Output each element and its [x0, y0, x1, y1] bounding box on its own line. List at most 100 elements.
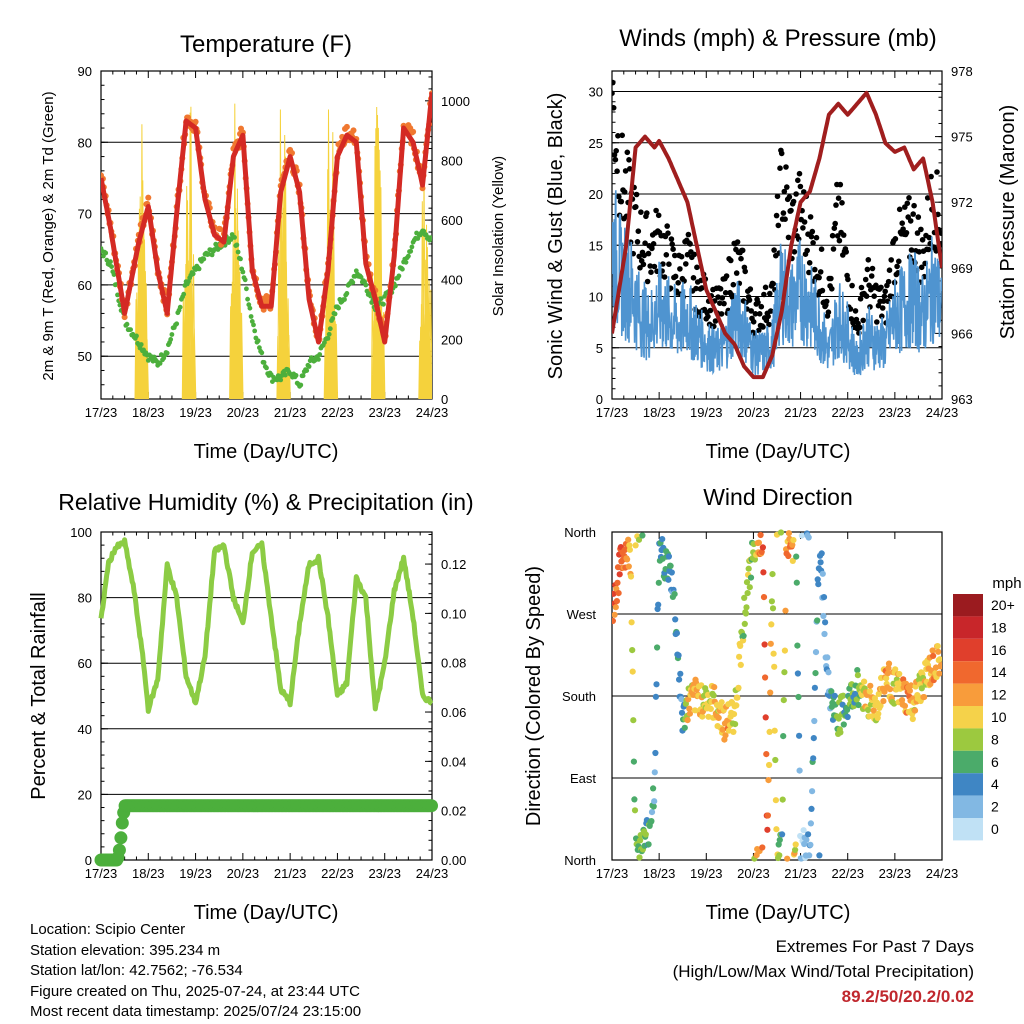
gust-point [672, 252, 678, 259]
elevation-text: Station elevation: 395.234 m [30, 941, 221, 959]
humidity-xtick-label: 19/23 [179, 866, 212, 881]
dewpoint-point [104, 257, 110, 263]
direction-axes: 17/23 18/23 19/23 20/23 21/23 22/23 23/23 24/23… [562, 525, 958, 881]
gust-point [904, 200, 911, 207]
gust-point [699, 285, 705, 291]
extremes-heading: Extremes For Past 7 Days [775, 937, 974, 956]
gust-point [644, 278, 651, 285]
direction-point [612, 590, 617, 597]
colorbar-label: 14 [991, 664, 1007, 680]
direction-point [651, 798, 658, 805]
temperature-ytick-label: 60 [78, 278, 92, 293]
gust-point [635, 228, 642, 234]
direction-point [624, 556, 631, 563]
colorbar-label: 6 [991, 754, 999, 770]
dewpoint-point [232, 235, 238, 240]
gust-point [678, 253, 685, 260]
gust-point [645, 250, 652, 257]
winds-ytick-label: 25 [589, 136, 603, 151]
humidity-axes: 17/23 18/23 19/23 20/23 21/23 22/23 23/23 24/23… [70, 525, 466, 881]
direction-point [612, 617, 616, 624]
direction-point [918, 685, 925, 692]
temperature-xtick-label: 24/23 [416, 405, 449, 420]
direction-point [745, 565, 752, 572]
dewpoint-point [240, 269, 246, 275]
colorbar-label: 4 [991, 776, 999, 792]
gust-point [886, 267, 893, 274]
direction-point [792, 846, 799, 854]
direction-point [815, 581, 822, 588]
direction-xtick-label: 23/23 [879, 866, 912, 881]
direction-point [790, 537, 797, 544]
dewpoint-point [109, 264, 114, 269]
direction-point [635, 536, 643, 543]
direction-point [699, 713, 706, 720]
temperature-plot [101, 90, 432, 399]
direction-point [820, 594, 828, 601]
direction-ytick-label: East [570, 771, 596, 786]
winds-xtick-label: 23/23 [879, 405, 912, 420]
dewpoint-point [336, 305, 341, 311]
dewpoint-point [293, 373, 299, 378]
colorbar-swatch [953, 594, 983, 617]
colorbar-swatch [953, 706, 983, 729]
direction-point [936, 670, 942, 677]
dewpoint-point [128, 327, 134, 332]
dewpoint-point [212, 247, 217, 252]
direction-point [769, 605, 777, 612]
gust-point [665, 230, 671, 236]
gust-point [655, 212, 662, 219]
winds-xtick-label: 22/23 [831, 405, 864, 420]
gust-point [770, 281, 776, 287]
dewpoint-point [157, 361, 163, 366]
direction-point [732, 721, 739, 728]
direction-point [768, 621, 775, 628]
direction-point [626, 546, 634, 553]
gust-point [612, 156, 619, 163]
direction-point [631, 807, 639, 814]
direction-point [855, 701, 862, 709]
temperature-xtick-label: 23/23 [368, 405, 401, 420]
colorbar-swatch [953, 728, 983, 751]
gust-point [903, 230, 910, 236]
direction-point [678, 696, 685, 703]
dewpoint-point [111, 272, 117, 277]
gust-point [707, 307, 714, 314]
direction-point [881, 688, 888, 695]
gust-point [823, 298, 830, 305]
gust-point [928, 173, 934, 180]
winds-xtick-label: 17/23 [596, 405, 629, 420]
temp-9m-point [192, 118, 199, 125]
gust-point [634, 239, 641, 245]
gust-point [825, 309, 832, 316]
direction-point [771, 663, 778, 670]
direction-point [636, 854, 643, 861]
winds-axes: 17/23 18/23 19/23 20/23 21/23 22/23 23/23 24/23… [589, 64, 973, 420]
gust-point [766, 321, 772, 328]
direction-point [807, 841, 814, 848]
gust-point [910, 211, 916, 217]
gust-point [781, 188, 788, 195]
gust-point [808, 233, 815, 240]
gust-point [934, 169, 940, 175]
humidity-ytick-right-label: 0.08 [441, 656, 466, 671]
dewpoint-point [325, 336, 331, 341]
gust-point [847, 306, 854, 312]
temperature-xtick-label: 20/23 [227, 405, 260, 420]
direction-point [867, 682, 874, 689]
gust-point [831, 225, 838, 231]
direction-point [771, 727, 778, 734]
gust-point [918, 264, 925, 271]
temperature-xtick-label: 17/23 [85, 405, 118, 420]
temp-9m-point [343, 123, 350, 130]
gust-point [899, 220, 905, 226]
gust-point [618, 198, 625, 205]
dewpoint-point [327, 326, 333, 332]
gust-point [767, 290, 773, 297]
gust-point [695, 309, 702, 315]
dewpoint-point [242, 277, 248, 283]
gust-point [747, 286, 754, 292]
direction-point [762, 714, 769, 721]
dewpoint-point [298, 382, 304, 388]
gust-point [938, 230, 942, 236]
